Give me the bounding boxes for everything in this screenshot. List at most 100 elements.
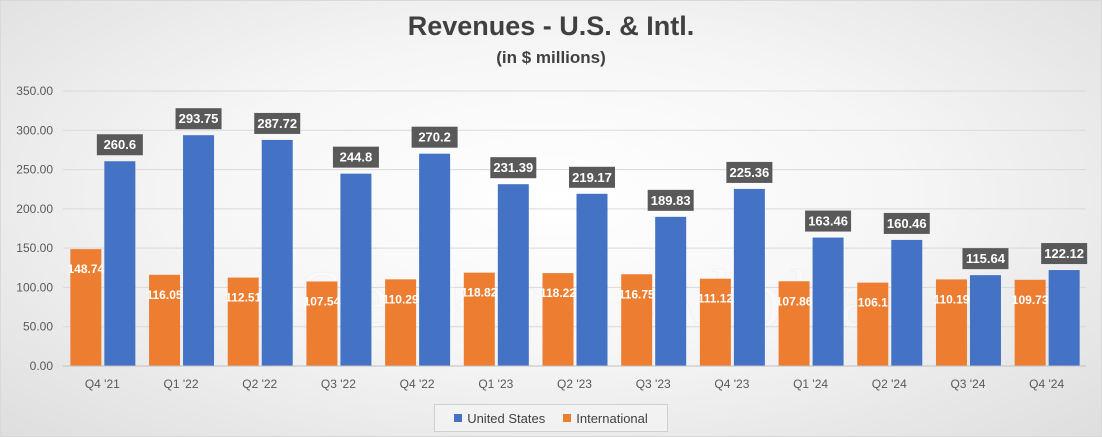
legend-swatch-international xyxy=(563,414,572,422)
x-tick-label: Q1 '24 xyxy=(793,377,828,391)
bar-united-states xyxy=(497,184,529,366)
data-label-united-states: 115.64 xyxy=(966,251,1006,266)
data-label-united-states: 225.36 xyxy=(730,165,770,180)
x-tick-label: Q3 '23 xyxy=(636,377,671,391)
data-label-international: 116.05 xyxy=(147,288,183,302)
data-label-box-united-states xyxy=(332,146,379,168)
y-tick-label: 300.00 xyxy=(16,123,53,137)
bar-international xyxy=(935,279,967,366)
data-label-box-united-states xyxy=(175,108,222,130)
x-tick-label: Q3 '22 xyxy=(321,377,356,391)
bar-international xyxy=(70,249,102,366)
x-tick-label: Q4 '24 xyxy=(1029,377,1064,391)
bar-united-states xyxy=(655,216,687,366)
data-label-international: 118.82 xyxy=(461,286,497,300)
bar-united-states xyxy=(340,173,372,366)
data-label-united-states: 163.46 xyxy=(808,214,848,229)
bar-united-states xyxy=(1048,270,1080,366)
bar-international xyxy=(699,278,731,366)
legend-item-international: International xyxy=(563,411,648,426)
bar-united-states xyxy=(419,153,451,366)
data-label-united-states: 260.6 xyxy=(104,137,137,152)
x-tick-label: Q1 '22 xyxy=(164,377,199,391)
bar-international xyxy=(227,277,259,366)
data-label-united-states: 270.2 xyxy=(418,130,451,145)
data-label-box-united-states xyxy=(805,210,852,232)
y-tick-label: 150.00 xyxy=(16,241,53,255)
bar-united-states xyxy=(969,275,1001,366)
data-label-international: 107.54 xyxy=(304,295,341,309)
data-label-international: 110.29 xyxy=(383,292,419,306)
bar-international xyxy=(857,282,889,366)
bar-international xyxy=(306,281,338,366)
bar-international xyxy=(463,272,495,366)
bar-united-states xyxy=(183,135,215,366)
data-label-united-states: 244.8 xyxy=(340,150,373,165)
data-label-box-united-states xyxy=(726,161,773,183)
data-label-international: 111.12 xyxy=(698,292,734,306)
legend-item-united-states: United States xyxy=(454,411,545,426)
data-label-international: 112.51 xyxy=(225,291,261,305)
bar-international xyxy=(778,281,810,366)
data-label-box-united-states xyxy=(96,134,143,156)
bar-international xyxy=(621,274,653,366)
legend-label-international: International xyxy=(576,410,648,426)
x-tick-label: Q4 '23 xyxy=(714,377,749,391)
data-label-international: 148.74 xyxy=(67,262,104,276)
data-label-box-united-states xyxy=(883,212,930,234)
chart-subtitle: (in $ millions) xyxy=(496,48,606,67)
x-tick-label: Q1 '23 xyxy=(478,377,513,391)
x-tick-label: Q2 '24 xyxy=(872,377,907,391)
bar-united-states xyxy=(261,139,293,366)
data-label-united-states: 122.12 xyxy=(1044,246,1084,261)
data-label-united-states: 231.39 xyxy=(493,160,533,175)
bar-international xyxy=(1014,279,1046,366)
y-tick-label: 250.00 xyxy=(16,163,53,177)
data-label-box-united-states xyxy=(1041,243,1088,265)
data-label-box-united-states xyxy=(647,189,694,211)
axes: 0.00 50.00 100.00 150.00 200.00 250.00 300.00 3… xyxy=(16,84,1086,391)
bar-united-states xyxy=(576,193,608,366)
data-label-box-united-states xyxy=(254,112,301,134)
bars xyxy=(70,135,1080,366)
bar-international xyxy=(149,274,181,366)
chart-title: Revenues - U.S. & Intl. xyxy=(407,11,695,41)
bar-united-states xyxy=(733,188,765,366)
bar-international xyxy=(542,273,574,366)
y-tick-label: 350.00 xyxy=(16,84,53,98)
data-label-international: 106.1 xyxy=(858,296,888,310)
x-tick-label: Q4 '22 xyxy=(400,377,435,391)
bar-united-states xyxy=(891,239,923,366)
x-tick-label: Q4 '21 xyxy=(85,377,120,391)
legend: United States International xyxy=(434,404,668,432)
legend-swatch-united-states xyxy=(454,414,463,422)
y-tick-label: 0.00 xyxy=(30,359,54,373)
data-label-international: 116.75 xyxy=(619,287,655,301)
y-tick-label: 50.00 xyxy=(23,320,53,334)
data-label-international: 118.22 xyxy=(540,286,576,300)
data-label-united-states: 287.72 xyxy=(257,116,297,131)
x-tick-label: Q3 '24 xyxy=(950,377,985,391)
x-tick-label: Q2 '23 xyxy=(557,377,592,391)
y-tick-label: 100.00 xyxy=(16,280,53,294)
data-label-box-united-states xyxy=(962,248,1009,270)
data-label-box-united-states xyxy=(569,166,615,188)
bar-international xyxy=(385,279,417,366)
x-tick-label: Q2 '22 xyxy=(242,377,277,391)
data-label-international: 107.86 xyxy=(776,294,813,308)
data-label-united-states: 293.75 xyxy=(179,111,219,126)
data-label-united-states: 189.83 xyxy=(651,193,691,208)
bar-united-states xyxy=(104,161,136,366)
data-label-united-states: 160.46 xyxy=(887,216,927,231)
data-label-international: 110.19 xyxy=(933,292,969,306)
bar-united-states xyxy=(812,237,844,366)
data-label-international: 109.73 xyxy=(1012,293,1049,307)
y-tick-label: 200.00 xyxy=(16,202,53,216)
data-label-united-states: 219.17 xyxy=(572,170,612,185)
data-labels: 148.74 260.6 116.05 293.75 112.51 287.72 107.5… xyxy=(67,108,1088,310)
data-label-box-united-states xyxy=(411,126,458,148)
legend-label-united-states: United States xyxy=(467,410,546,426)
data-label-box-united-states xyxy=(490,157,537,179)
